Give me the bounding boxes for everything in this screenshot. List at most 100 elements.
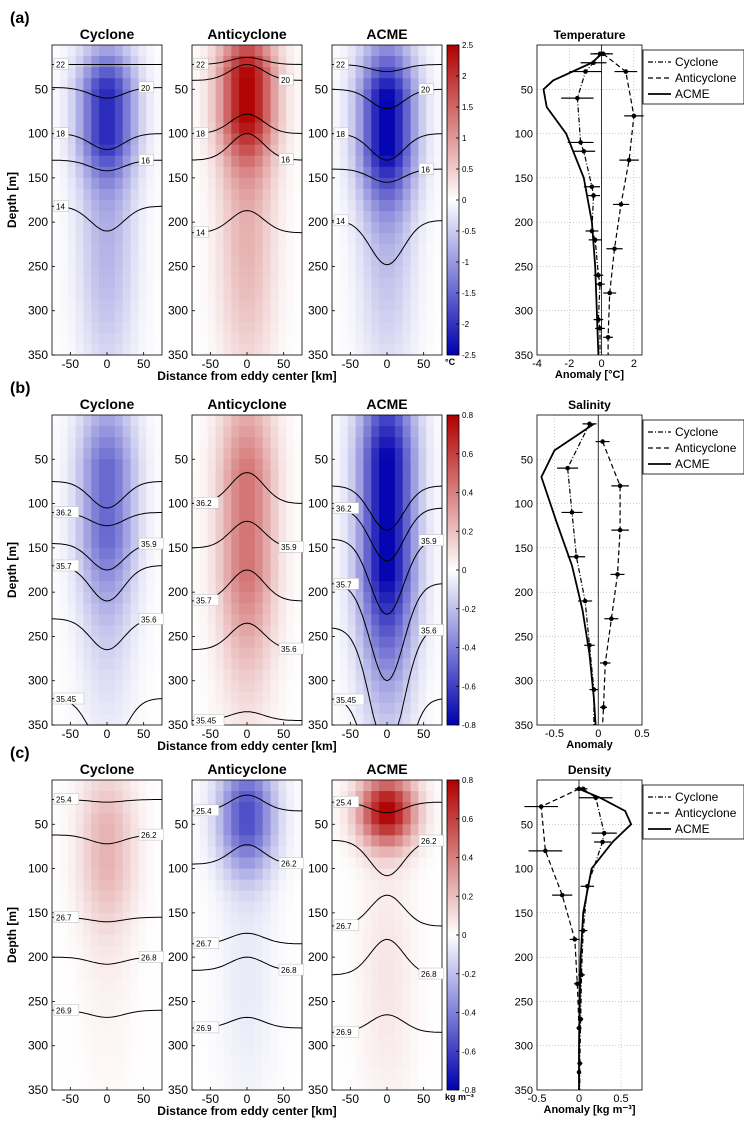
heatmap-cell (339, 470, 349, 483)
contour-label-box (53, 911, 80, 923)
colorbar-tick-label: 0.2 (462, 892, 474, 901)
heatmap-cell (231, 990, 240, 1003)
heatmap-cell (247, 266, 256, 279)
heatmap-cell (254, 255, 264, 268)
heatmap-cell (83, 990, 92, 1003)
heatmap-cell (347, 603, 357, 615)
heatmap-cell (247, 1067, 256, 1080)
heatmap-cell (130, 299, 140, 312)
heatmap-cell (418, 177, 427, 190)
heatmap-cell (91, 1001, 100, 1014)
heatmap-cell (52, 614, 61, 626)
contour-label-box (193, 937, 220, 949)
heatmap-cell (410, 901, 420, 914)
heatmap-cell (418, 310, 427, 323)
heatmap-cell (239, 592, 248, 604)
heatmap-cell (387, 791, 396, 803)
heatmap-cell (410, 857, 420, 870)
heatmap-cell (387, 321, 396, 334)
heatmap-cell (154, 67, 163, 79)
heatmap-cell (114, 879, 124, 892)
heatmap-cell (278, 45, 287, 57)
heatmap-cell (75, 459, 85, 471)
heatmap-cell (207, 244, 217, 256)
heatmap-cell (371, 481, 380, 494)
heatmap-cell (394, 636, 404, 649)
heatmap-cell (231, 415, 240, 427)
heatmap-cell (199, 343, 209, 356)
heatmap-cell (379, 835, 388, 848)
heatmap-cell (91, 890, 100, 903)
heatmap-cell (418, 868, 427, 881)
heatmap-cell (75, 713, 85, 726)
heatmap-cell (254, 155, 264, 168)
heatmap-cell (294, 603, 303, 615)
heatmap-cell (339, 133, 349, 146)
heatmap-cell (379, 547, 388, 560)
heatmap-cell (278, 680, 287, 693)
heatmap-cell (114, 658, 124, 671)
heatmap-cell (107, 547, 116, 560)
heatmap-cell (278, 813, 287, 825)
heatmap-cell (247, 1056, 256, 1069)
heatmap-cell (154, 592, 163, 604)
heatmap-cell (355, 56, 365, 68)
heatmap-cell (332, 448, 341, 460)
heatmap-cell (270, 470, 280, 483)
y-tick-label: 100 (308, 127, 328, 141)
heatmap-cell (107, 1023, 116, 1036)
heatmap-cell (239, 45, 248, 57)
heatmap-cell (294, 459, 303, 471)
heatmap-cell (59, 310, 69, 323)
heatmap-cell (294, 780, 303, 792)
heatmap-cell (355, 1023, 365, 1036)
heatmap-cell (239, 525, 248, 538)
profile-point (609, 616, 614, 622)
heatmap-cell (91, 636, 100, 649)
heatmap-cell (410, 321, 420, 334)
heatmap-cell (347, 636, 357, 649)
heatmap-cell (239, 122, 248, 135)
heatmap-cell (371, 277, 380, 290)
heatmap-cell (402, 614, 412, 626)
heatmap-cell (99, 1045, 108, 1058)
heatmap-cell (99, 1012, 108, 1025)
heatmap-cell (83, 1012, 92, 1025)
heatmap-cell (371, 680, 380, 693)
heatmap-cell (215, 614, 225, 626)
heatmap-cell (262, 1023, 272, 1036)
heatmap-cell (192, 1067, 201, 1080)
heatmap-cell (387, 255, 396, 268)
heatmap-cell (52, 277, 61, 290)
heatmap-cell (286, 111, 295, 124)
heatmap-cell (107, 503, 116, 516)
heatmap-cell (91, 415, 100, 427)
profile-title: Temperature (554, 28, 626, 42)
heatmap-cell (426, 437, 435, 449)
heatmap-cell (231, 547, 240, 560)
heatmap-cell (192, 514, 201, 527)
heatmap-cell (270, 133, 280, 146)
heatmap-cell (130, 581, 140, 593)
heatmap-cell (215, 525, 225, 538)
heatmap-cell (254, 658, 264, 671)
heatmap-cell (154, 669, 163, 682)
heatmap-cell (426, 713, 435, 726)
x-tick-label: -50 (202, 1092, 220, 1106)
contour-label: 35.6 (281, 645, 297, 654)
contour-label: 35.9 (421, 537, 437, 546)
heatmap-cell (231, 957, 240, 969)
heatmap-cell (67, 78, 77, 90)
heatmap-cell (91, 879, 100, 892)
heatmap-cell (67, 824, 77, 836)
heatmap-cell (332, 470, 341, 483)
heatmap-cell (122, 669, 132, 682)
heatmap-cell (339, 448, 349, 460)
heatmap-cell (99, 200, 108, 212)
heatmap-cell (146, 426, 155, 438)
y-tick-label: 350 (28, 718, 48, 732)
heatmap-cell (394, 536, 404, 549)
heatmap-cell (434, 111, 443, 124)
heatmap-cell (75, 879, 85, 892)
heatmap-cell (107, 1056, 116, 1069)
